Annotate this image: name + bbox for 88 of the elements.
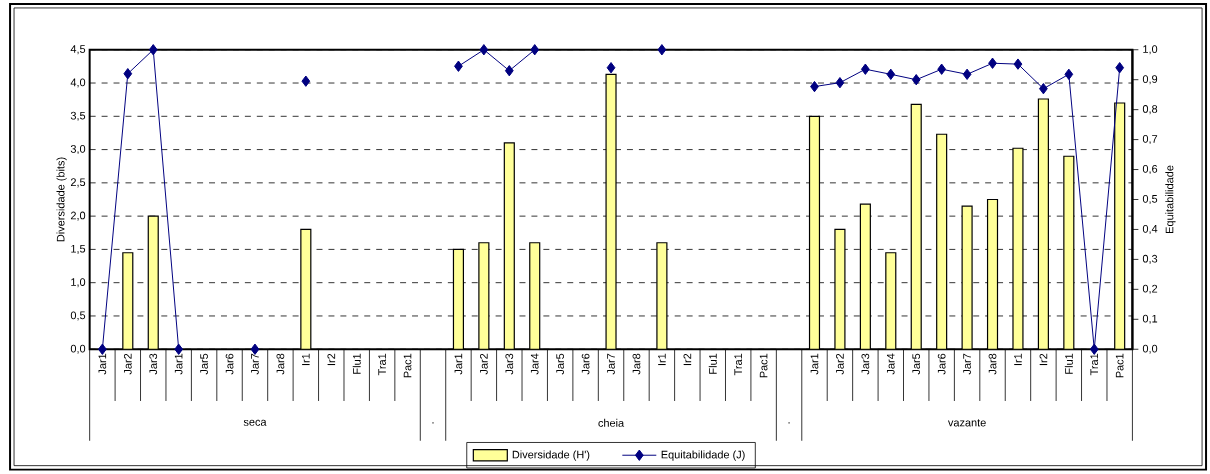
y2-tick-label: 0,3 bbox=[1142, 255, 1158, 265]
point bbox=[148, 44, 158, 56]
y-tick-label: 0,0 bbox=[70, 344, 86, 354]
x-tick-label: Jar5 bbox=[200, 353, 208, 375]
y2-tick-label: 0,4 bbox=[1142, 225, 1158, 235]
x-tick-label: Pac1 bbox=[759, 354, 768, 378]
y-tick-label: 4,0 bbox=[70, 78, 86, 88]
x-tick-label: Flu1 bbox=[1064, 354, 1073, 374]
y2-tick-label: 0,0 bbox=[1142, 344, 1158, 354]
point bbox=[962, 68, 972, 81]
point bbox=[937, 63, 947, 76]
y-tick-label: 1,0 bbox=[71, 278, 86, 288]
x-tick-label: Jar6 bbox=[581, 353, 590, 375]
point bbox=[860, 63, 870, 76]
x-tick-label: Flu1 bbox=[352, 354, 361, 374]
x-tick-label: Tra1 bbox=[734, 354, 743, 376]
point bbox=[1013, 58, 1023, 70]
y-tick-label: 2,5 bbox=[70, 178, 86, 188]
y2-tick-label: 0,5 bbox=[1142, 195, 1158, 205]
y2-tick-label: 0,9 bbox=[1142, 75, 1158, 85]
x-tick-label: Jar4 bbox=[530, 353, 539, 375]
x-tick-label: Jar7 bbox=[607, 354, 615, 375]
x-tick-label: Jar6 bbox=[937, 353, 946, 375]
y2-tick-label: 0,1 bbox=[1142, 314, 1158, 324]
y-tick-label: 0,5 bbox=[70, 311, 86, 321]
x-tick-label: Jar3 bbox=[505, 353, 514, 375]
x-tick-label: Jar5 bbox=[556, 353, 564, 375]
y2-tick-label: 0,7 bbox=[1142, 135, 1158, 145]
y-tick-label: 3,5 bbox=[70, 111, 86, 122]
point bbox=[657, 44, 667, 56]
x-tick-label: Pac1 bbox=[403, 354, 412, 378]
text: seca bbox=[243, 420, 267, 427]
x-tick-label: Ir1 bbox=[1014, 354, 1022, 366]
x-tick-label: Jar5 bbox=[912, 353, 921, 375]
x-tick-label: Jar8 bbox=[988, 353, 997, 375]
y-tick-label: 4,5 bbox=[70, 45, 86, 55]
x-tick-label: Jar2 bbox=[479, 354, 488, 375]
point bbox=[301, 75, 311, 88]
x-tick-label: Flu1 bbox=[708, 354, 717, 374]
x-tick-label: Jar8 bbox=[632, 353, 641, 375]
point bbox=[504, 65, 514, 77]
x-tick-label: Jar2 bbox=[836, 354, 844, 375]
x-tick-label: Pac1 bbox=[1115, 354, 1124, 378]
x-tick-label: Ir2 bbox=[1039, 354, 1048, 366]
y2-tick-label: 0,8 bbox=[1142, 105, 1158, 115]
x-tick-label: Jar6 bbox=[225, 353, 234, 375]
x-tick-label: Jar1 bbox=[174, 354, 183, 375]
y-tick-label: 1,5 bbox=[71, 245, 86, 255]
y-axis-title: Diversidade (bits) bbox=[56, 157, 67, 242]
x-tick-label: Ir1 bbox=[658, 354, 666, 366]
x-tick-label: Jar8 bbox=[276, 353, 285, 375]
point bbox=[1039, 83, 1048, 95]
point bbox=[835, 77, 845, 89]
point bbox=[1064, 68, 1074, 81]
point bbox=[886, 68, 896, 81]
point bbox=[479, 44, 489, 56]
x-tick-label: Jar2 bbox=[123, 354, 132, 375]
x-tick-label: Jar1 bbox=[454, 354, 463, 375]
y-tick-label: 3,0 bbox=[70, 145, 86, 155]
point bbox=[530, 44, 540, 56]
text: . bbox=[432, 422, 434, 424]
y2-axis-title: Equitabilidade bbox=[1165, 165, 1176, 234]
text: . bbox=[788, 422, 790, 424]
point bbox=[606, 62, 616, 74]
x-tick-label: Jar1 bbox=[98, 354, 107, 375]
x-tick-label: Tra1 bbox=[1090, 354, 1099, 376]
point bbox=[1115, 62, 1125, 74]
point bbox=[123, 68, 133, 80]
x-tick-label: Jar4 bbox=[886, 353, 895, 375]
x-tick-label: Tra1 bbox=[378, 354, 386, 376]
x-tick-label: Ir2 bbox=[327, 354, 336, 366]
x-tick-label: Jar3 bbox=[861, 353, 870, 375]
x-tick-label: Jar7 bbox=[963, 354, 971, 375]
x-tick-label: Ir2 bbox=[683, 354, 692, 366]
legend-label: Diversidade (H') bbox=[512, 450, 590, 461]
x-tick-label: Jar3 bbox=[149, 353, 158, 375]
x-tick-label: Jar1 bbox=[810, 354, 819, 375]
y2-tick-label: 0,2 bbox=[1142, 285, 1158, 295]
text: vazante bbox=[947, 419, 986, 427]
y2-tick-label: 1,0 bbox=[1143, 45, 1158, 55]
point bbox=[911, 74, 921, 86]
x-tick-label: Ir1 bbox=[302, 354, 310, 366]
point bbox=[810, 81, 819, 93]
y2-tick-label: 0,6 bbox=[1142, 165, 1158, 175]
legend-label: Equitabilidade (J) bbox=[661, 450, 745, 461]
x-tick-label: Jar7 bbox=[251, 354, 259, 375]
text: cheia bbox=[598, 419, 625, 428]
y-tick-label: 2,0 bbox=[70, 211, 86, 221]
